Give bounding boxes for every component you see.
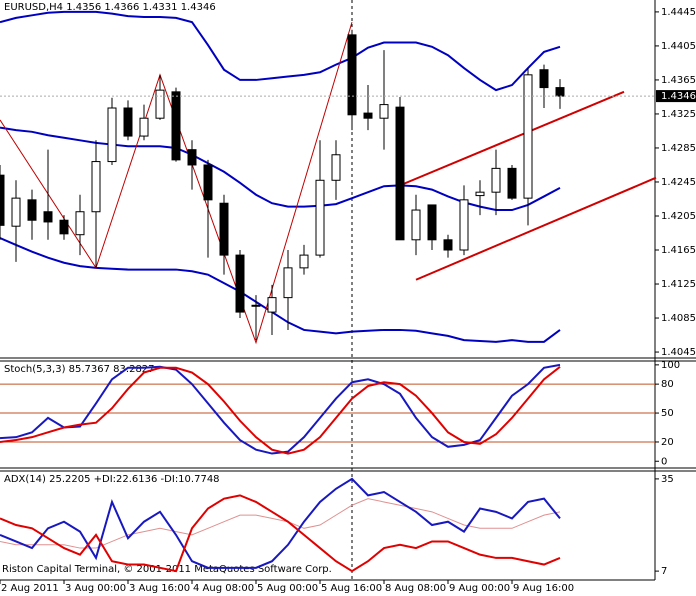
candle-body <box>187 149 197 166</box>
candle-body <box>411 209 421 241</box>
candle-body <box>427 204 437 241</box>
candle-body <box>91 161 101 213</box>
candle-body <box>27 199 37 221</box>
indicator-line <box>0 477 561 569</box>
candle-body <box>379 104 389 119</box>
candle-body <box>555 87 565 97</box>
x-tick-label: 4 Aug 08:00 <box>193 583 254 594</box>
candle-body <box>395 106 405 241</box>
x-tick-label: 5 Aug 00:00 <box>257 583 318 594</box>
candle-body <box>331 154 341 181</box>
candle-body <box>443 239 453 251</box>
candle-body <box>171 91 181 161</box>
candle-body <box>0 174 5 226</box>
y-tick-label: 80 <box>661 379 674 390</box>
y-tick-label: 1.4085 <box>661 313 696 324</box>
y-tick-label: 50 <box>661 408 674 419</box>
bollinger-band <box>0 10 561 92</box>
candle-body <box>219 202 229 256</box>
y-tick-label: 7 <box>661 566 667 577</box>
candle-body <box>491 167 501 193</box>
indicator-line <box>0 494 561 573</box>
bollinger-band <box>0 237 561 343</box>
x-tick-label: 8 Aug 08:00 <box>385 583 446 594</box>
adx-title: ADX(14) 25.2205 +DI:22.6136 -DI:10.7748 <box>4 474 220 485</box>
candle-body <box>299 254 309 269</box>
y-tick-label: 20 <box>661 437 674 448</box>
candle-body <box>43 211 53 223</box>
y-tick-label: 1.4205 <box>661 211 696 222</box>
candle-body <box>507 167 517 199</box>
x-tick-label: 9 Aug 16:00 <box>513 583 574 594</box>
indicator-line <box>0 365 561 455</box>
candle-body <box>523 74 533 199</box>
y-tick-label: 1.4165 <box>661 245 696 256</box>
x-tick-label: 3 Aug 16:00 <box>129 583 190 594</box>
candle-body <box>203 164 213 201</box>
channel-line <box>415 176 657 281</box>
channel-line <box>399 90 625 187</box>
y-tick-label: 1.4325 <box>661 109 696 120</box>
candle-body <box>539 69 549 89</box>
candle-body <box>347 34 357 116</box>
y-tick-label: 1.4445 <box>661 7 696 18</box>
price-badge <box>656 90 696 103</box>
candle-body <box>59 219 69 235</box>
candle-body <box>267 297 277 313</box>
candle-body <box>107 107 117 163</box>
candle-body <box>75 211 85 236</box>
y-tick-label: 0 <box>661 456 667 467</box>
candle-body <box>251 304 261 307</box>
chart-title: EURUSD,H4 1.4356 1.4366 1.4331 1.4346 <box>4 2 216 13</box>
y-tick-label: 1.4245 <box>661 177 696 188</box>
y-tick-label: 100 <box>661 360 680 371</box>
current-price: 1.4346 <box>661 91 696 102</box>
candle-body <box>123 107 133 137</box>
x-tick-label: 2 Aug 2011 <box>1 583 59 594</box>
candle-body <box>459 199 469 251</box>
y-tick-label: 35 <box>661 474 674 485</box>
candle-body <box>139 117 149 137</box>
y-tick-label: 1.4365 <box>661 75 696 86</box>
candle-body <box>155 89 165 119</box>
y-tick-label: 1.4285 <box>661 143 696 154</box>
y-tick-label: 1.4125 <box>661 279 696 290</box>
candle-body <box>11 197 21 227</box>
candle-body <box>475 191 485 197</box>
stoch-title: Stoch(5,3,3) 85.7367 83.2827 <box>4 364 155 375</box>
x-tick-label: 5 Aug 16:00 <box>321 583 382 594</box>
candle-body <box>363 112 373 119</box>
x-tick-label: 3 Aug 00:00 <box>65 583 126 594</box>
y-tick-label: 1.4405 <box>661 41 696 52</box>
indicator-line <box>0 498 561 549</box>
candle-body <box>315 179 325 256</box>
y-tick-label: 1.4045 <box>661 347 696 358</box>
x-tick-label: 9 Aug 00:00 <box>449 583 510 594</box>
candle-body <box>283 267 293 299</box>
candle-body <box>235 254 245 313</box>
